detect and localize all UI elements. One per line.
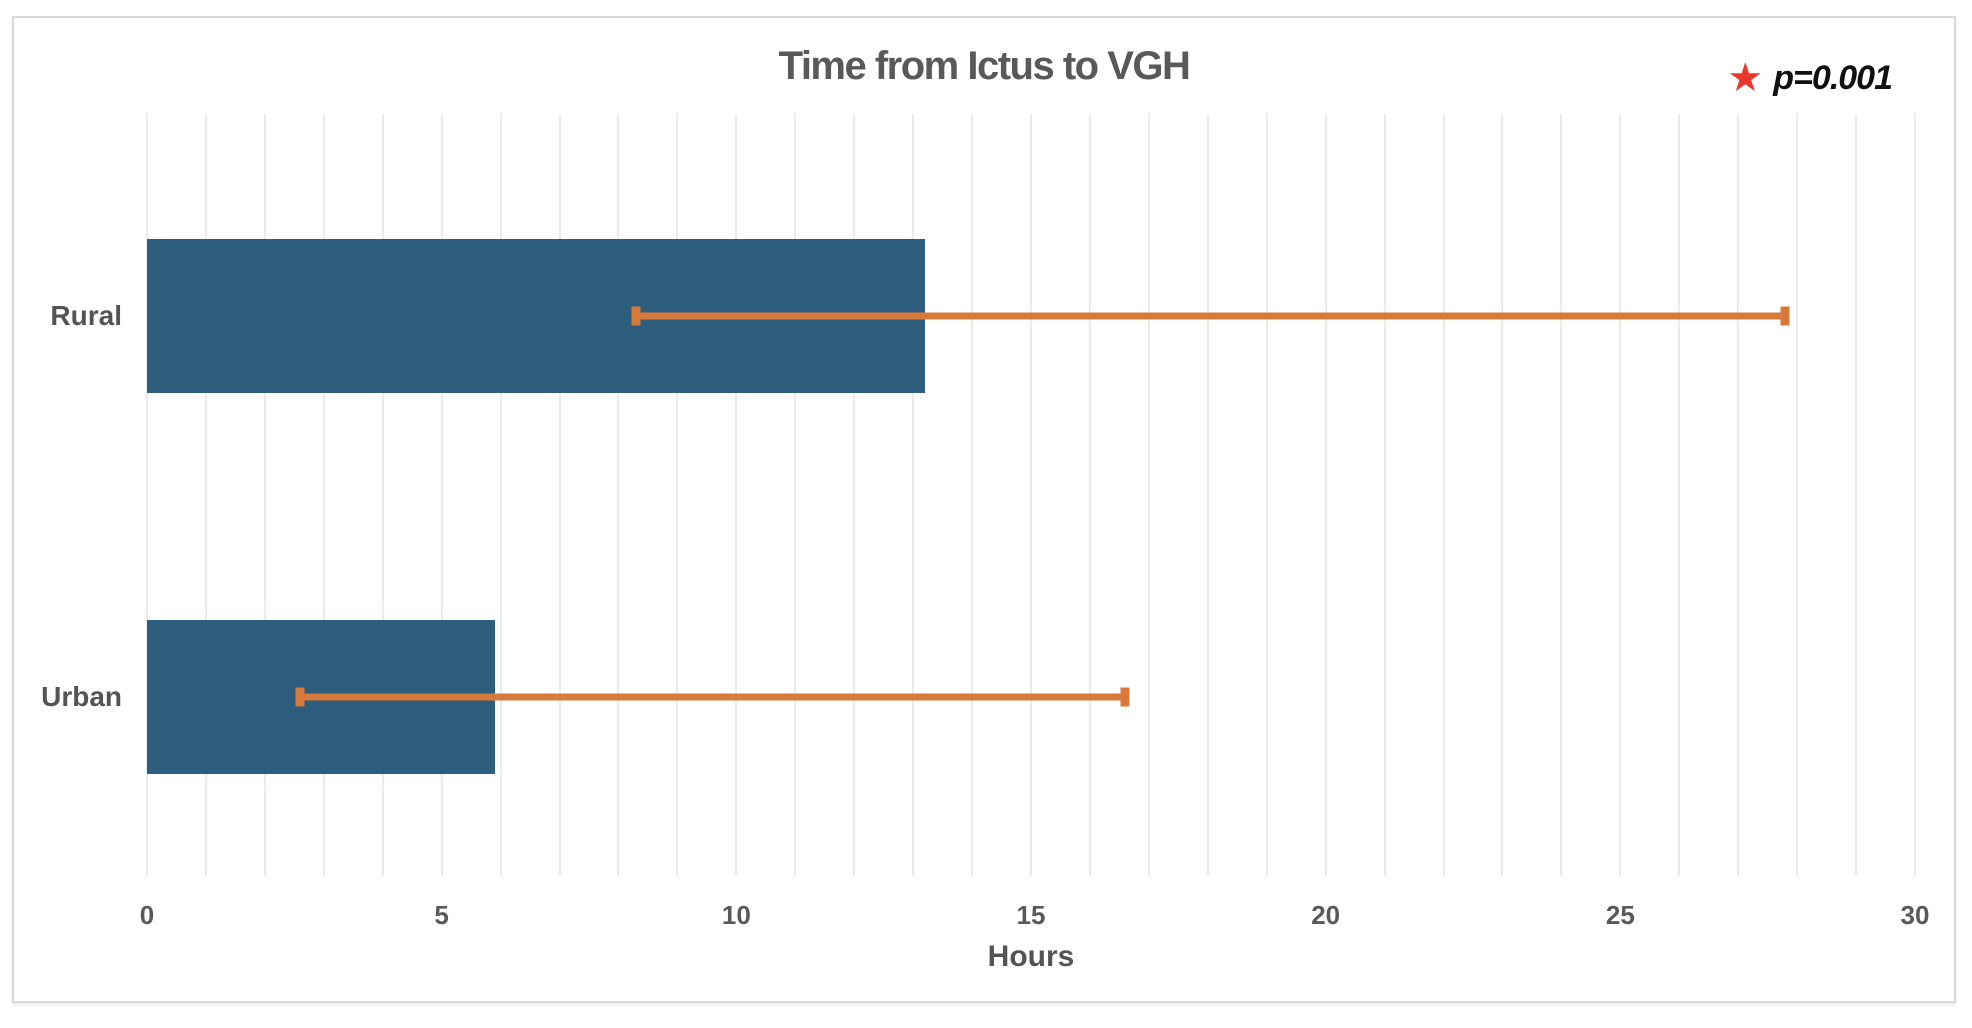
gridline xyxy=(1442,114,1445,876)
gridline xyxy=(1383,114,1386,876)
x-tick-label: 25 xyxy=(1605,900,1635,930)
gridline xyxy=(1030,114,1032,876)
gridline xyxy=(1265,114,1268,876)
gridline xyxy=(1088,114,1091,876)
gridline xyxy=(204,114,207,876)
gridline xyxy=(853,114,856,876)
legend-label: p=0.001 xyxy=(1773,58,1893,97)
gridline xyxy=(1855,114,1858,876)
gridline xyxy=(617,114,620,876)
gridline xyxy=(1737,114,1740,876)
gridline xyxy=(322,114,325,876)
chart-panel: Time from Ictus to VGH ★ p=0.001 Rural Ur… xyxy=(12,16,1956,1003)
gridline xyxy=(1796,114,1799,876)
gridline xyxy=(912,114,915,876)
gridline xyxy=(1206,114,1209,876)
gridline xyxy=(263,114,266,876)
x-tick-label: 5 xyxy=(434,900,449,930)
gridline xyxy=(440,114,443,876)
x-axis-label: Hours xyxy=(987,940,1075,973)
gridline xyxy=(1501,114,1504,876)
chart-title: Time from Ictus to VGH xyxy=(778,44,1191,88)
gridline xyxy=(381,114,384,876)
x-tick-label: 20 xyxy=(1311,900,1341,930)
x-tick-label: 0 xyxy=(139,900,155,930)
gridline xyxy=(971,114,974,876)
gridline xyxy=(676,114,679,876)
error-bar-cap-rural-low xyxy=(631,306,641,326)
gridline xyxy=(558,114,561,876)
x-tick-label: 10 xyxy=(721,900,751,930)
gridline xyxy=(1560,114,1563,876)
x-tick-label: 30 xyxy=(1900,900,1930,930)
plot-area: Rural Urban 0 5 10 15 20 25 30 Hours xyxy=(41,114,1929,973)
category-label-rural: Rural xyxy=(50,299,122,331)
gridline xyxy=(1619,114,1622,876)
error-bar-rural xyxy=(636,312,1786,320)
category-label-urban: Urban xyxy=(41,680,122,712)
gridline xyxy=(794,114,797,876)
error-bar-cap-urban-high xyxy=(1120,687,1130,707)
error-bar-urban xyxy=(300,693,1126,701)
gridline xyxy=(146,114,148,876)
gridline xyxy=(1324,114,1327,876)
error-bar-cap-urban-low xyxy=(295,687,305,707)
star-icon: ★ xyxy=(1727,56,1764,100)
error-bar-cap-rural-high xyxy=(1780,306,1790,326)
gridline xyxy=(1914,114,1916,876)
gridline xyxy=(499,114,502,876)
gridline xyxy=(1678,114,1681,876)
gridline xyxy=(1147,114,1150,876)
legend: ★ p=0.001 xyxy=(1727,56,1893,100)
gridline xyxy=(735,114,738,876)
x-tick-label: 15 xyxy=(1016,900,1046,930)
